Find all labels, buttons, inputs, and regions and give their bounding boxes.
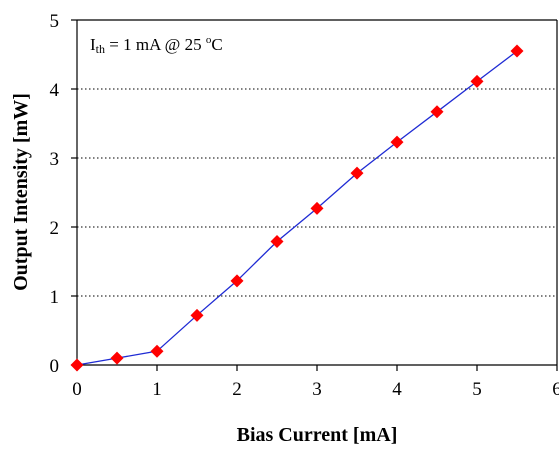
y-tick-label-2: 2 bbox=[50, 218, 60, 239]
x-tick-label-6: 6 bbox=[552, 379, 559, 400]
y-tick-label-3: 3 bbox=[50, 149, 60, 170]
y-tick-label-4: 4 bbox=[50, 80, 60, 101]
annotation-subscript: th bbox=[96, 42, 105, 56]
x-axis-title: Bias Current [mA] bbox=[237, 424, 398, 446]
x-tick-label-5: 5 bbox=[472, 379, 482, 400]
annotation-text: = 1 mA @ 25 bbox=[105, 35, 206, 54]
x-tick-label-0: 0 bbox=[72, 379, 82, 400]
y-axis-title: Output Intensity [mW] bbox=[10, 93, 32, 291]
x-tick-label-3: 3 bbox=[312, 379, 322, 400]
y-tick-label-1: 1 bbox=[50, 287, 60, 308]
annotation-unit: C bbox=[211, 35, 222, 54]
x-tick-label-1: 1 bbox=[152, 379, 162, 400]
y-tick-label-0: 0 bbox=[50, 356, 60, 377]
y-tick-label-5: 5 bbox=[50, 11, 60, 32]
x-tick-label-2: 2 bbox=[232, 379, 242, 400]
x-tick-label-4: 4 bbox=[392, 379, 402, 400]
annotation-threshold: Ith = 1 mA @ 25 oC bbox=[90, 34, 223, 56]
plot-area bbox=[77, 20, 557, 365]
